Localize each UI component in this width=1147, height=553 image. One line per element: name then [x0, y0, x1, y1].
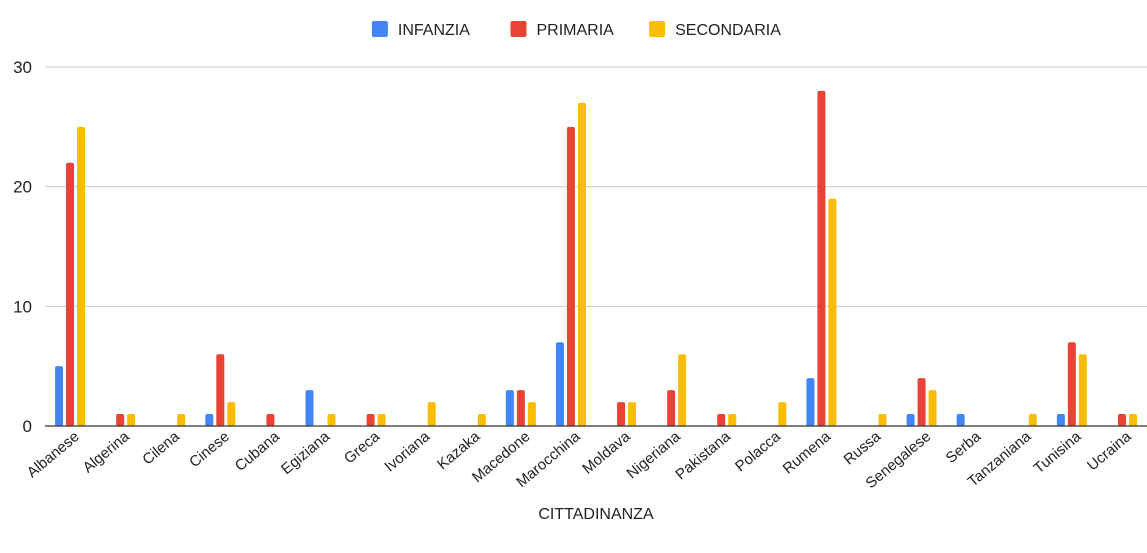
bar-secondaria-algerina	[127, 414, 136, 426]
bar-primaria-greca	[366, 414, 375, 426]
x-tick-label: Albanese	[24, 428, 83, 481]
bar-secondaria-russa	[878, 414, 887, 426]
legend: INFANZIA PRIMARIA SECONDARIA	[371, 21, 781, 39]
bar-secondaria-senegalese	[928, 390, 937, 426]
legend-label: SECONDARIA	[675, 22, 781, 39]
x-tick-label: Egiziana	[278, 428, 334, 478]
bar-infanzia-tunisina	[1056, 414, 1065, 426]
x-tick-label: Tunisina	[1031, 428, 1085, 478]
x-tick-label: Ucraina	[1084, 428, 1135, 475]
y-tick-label: 20	[13, 178, 32, 197]
legend-item-infanzia[interactable]: INFANZIA	[371, 21, 470, 39]
bar-primaria-macedone	[516, 390, 525, 426]
legend-label: INFANZIA	[398, 22, 470, 39]
bar-primaria-nigeriana	[667, 390, 676, 426]
bar-primaria-rumena	[817, 90, 826, 426]
x-tick-label: Algerina	[80, 428, 134, 477]
y-tick-label: 10	[13, 297, 32, 316]
x-tick-label: Ivoriana	[381, 428, 433, 476]
bar-secondaria-nigeriana	[678, 354, 687, 426]
bar-primaria-moldava	[617, 402, 626, 426]
x-tick-label: Russa	[841, 428, 885, 469]
bar-secondaria-cinese	[227, 402, 236, 426]
bar-infanzia-rumena	[806, 378, 815, 426]
y-tick-label: 0	[23, 417, 32, 436]
bar-primaria-senegalese	[917, 378, 926, 426]
bar-primaria-tunisina	[1067, 342, 1076, 426]
bar-secondaria-polacca	[778, 402, 787, 426]
bar-primaria-albanese	[66, 162, 75, 426]
x-axis-title: CITTADINANZA	[538, 506, 654, 523]
x-tick-label: Cilena	[139, 428, 183, 469]
bar-infanzia-albanese	[55, 366, 64, 426]
bar-infanzia-senegalese	[906, 414, 915, 426]
bar-secondaria-greca	[377, 414, 386, 426]
bar-secondaria-macedone	[527, 402, 536, 426]
bar-secondaria-marocchina	[577, 102, 586, 427]
y-tick-label: 30	[13, 58, 32, 77]
bar-secondaria-ucraina	[1128, 414, 1137, 426]
bar-primaria-marocchina	[566, 126, 575, 426]
bar-infanzia-macedone	[505, 390, 514, 426]
bar-secondaria-tunisina	[1078, 354, 1087, 426]
legend-label: PRIMARIA	[537, 22, 615, 39]
bar-primaria-cinese	[216, 354, 225, 426]
bar-secondaria-pakistana	[728, 414, 737, 426]
x-tick-label: Cinese	[186, 428, 233, 471]
bar-infanzia-marocchina	[555, 342, 564, 426]
bar-primaria-cubana	[266, 414, 275, 426]
y-axis-ticks: 0 10 20 30	[13, 58, 32, 436]
bar-secondaria-rumena	[828, 198, 837, 426]
gridlines	[45, 66, 1147, 307]
bar-secondaria-tanzaniana	[1028, 414, 1037, 426]
bar-secondaria-kazaka	[477, 414, 486, 426]
bar-secondaria-egiziana	[327, 414, 336, 426]
x-tick-label: Cubana	[232, 428, 284, 475]
bar-primaria-pakistana	[717, 414, 726, 426]
bar-secondaria-albanese	[77, 126, 86, 426]
bar-secondaria-cilena	[177, 414, 186, 426]
bar-infanzia-egiziana	[305, 390, 314, 426]
bar-infanzia-cinese	[205, 414, 214, 426]
bar-primaria-ucraina	[1117, 414, 1126, 426]
x-tick-label: Serba	[943, 428, 985, 467]
bar-infanzia-serba	[956, 414, 965, 426]
bar-secondaria-ivoriana	[427, 402, 436, 426]
legend-item-secondaria[interactable]: SECONDARIA	[649, 21, 781, 39]
x-tick-label: Polacca	[732, 428, 784, 476]
legend-swatch	[649, 21, 666, 37]
legend-swatch	[510, 21, 527, 37]
x-tick-label: Pakistana	[672, 428, 734, 484]
legend-item-primaria[interactable]: PRIMARIA	[510, 21, 615, 39]
bars	[55, 90, 1137, 427]
x-tick-label: Rumena	[780, 428, 835, 478]
bar-secondaria-moldava	[628, 402, 637, 426]
bar-primaria-algerina	[116, 414, 125, 426]
legend-swatch	[371, 21, 388, 37]
x-tick-label: Greca	[341, 428, 384, 468]
